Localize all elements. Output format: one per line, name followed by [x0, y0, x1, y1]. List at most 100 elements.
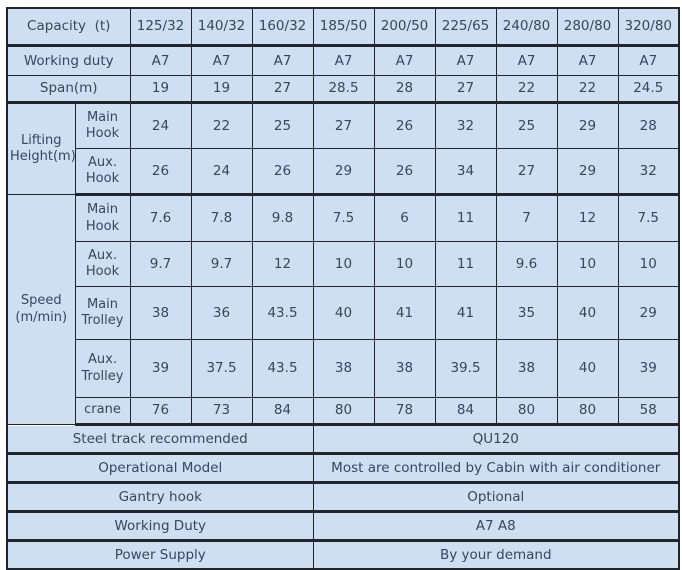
lifting-main-hook-value: 29: [556, 102, 619, 149]
working-duty-value: A7: [617, 45, 680, 76]
lifting-aux-hook-value: 34: [434, 148, 497, 196]
speed-main-hook-value: 12: [556, 194, 619, 242]
steel-track-label: Steel track recommended: [6, 424, 314, 455]
speed-aux-trolley-value: 40: [556, 339, 619, 398]
power-supply-label: Power Supply: [6, 540, 314, 570]
speed-main-trolley-value: 35: [495, 286, 558, 340]
power-supply-value: By your demand: [312, 540, 680, 570]
speed-crane-value: 80: [312, 397, 375, 426]
speed-aux-trolley-value: 38: [373, 339, 436, 398]
operational-model-row: Operational Model Most are controlled by…: [6, 453, 680, 484]
speed-crane-value: 76: [129, 397, 192, 426]
lifting-aux-hook-label: Aux. Hook: [74, 148, 131, 196]
span-value: 28.5: [312, 75, 375, 104]
speed-main-hook-label: Main Hook: [74, 194, 131, 242]
speed-main-hook-value: 7.5: [312, 194, 375, 242]
speed-main-trolley-value: 40: [312, 286, 375, 340]
span-value: 19: [129, 75, 192, 104]
lifting-aux-hook-value: 27: [495, 148, 558, 196]
speed-crane-value: 78: [373, 397, 436, 426]
speed-main-trolley-row: Main Trolley 38 36 43.5 40 41 41 35 40 2…: [7, 286, 680, 340]
speed-main-trolley-value: 40: [556, 286, 619, 340]
speed-crane-value: 80: [495, 397, 558, 426]
working-duty-value: A7: [495, 45, 558, 76]
lifting-aux-hook-value: 26: [129, 148, 192, 196]
operational-model-value: Most are controlled by Cabin with air co…: [312, 453, 680, 484]
speed-main-trolley-value: 38: [129, 286, 192, 340]
working-duty-footer-label: Working Duty: [6, 511, 314, 542]
gantry-hook-row: Gantry hook Optional: [6, 482, 680, 513]
capacity-column-header: 140/32: [190, 7, 253, 47]
speed-aux-hook-value: 11: [434, 241, 497, 287]
speed-main-trolley-value: 41: [434, 286, 497, 340]
working-duty-footer-value: A7 A8: [312, 511, 680, 542]
speed-main-hook-value: 7.6: [129, 194, 192, 242]
speed-aux-hook-value: 9.7: [190, 241, 253, 287]
lifting-main-hook-value: 25: [495, 102, 558, 149]
speed-aux-hook-value: 9.6: [495, 241, 558, 287]
lifting-aux-hook-row: Aux. Hook 26 24 26 29 26 34 27 29 32: [7, 148, 680, 196]
working-duty-value: A7: [556, 45, 619, 76]
working-duty-value: A7: [373, 45, 436, 76]
span-value: 19: [190, 75, 253, 104]
lifting-main-hook-value: 28: [617, 102, 680, 149]
speed-main-hook-value: 7: [495, 194, 558, 242]
power-supply-row: Power Supply By your demand: [6, 540, 680, 570]
capacity-column-header: 125/32: [129, 7, 192, 47]
capacity-column-header: 160/32: [251, 7, 314, 47]
steel-track-row: Steel track recommended QU120: [6, 424, 680, 455]
capacity-column-header: 320/80: [617, 7, 680, 47]
span-value: 27: [434, 75, 497, 104]
working-duty-value: A7: [312, 45, 375, 76]
lifting-main-hook-value: 25: [251, 102, 314, 149]
speed-aux-hook-value: 10: [373, 241, 436, 287]
gantry-hook-value: Optional: [312, 482, 680, 513]
speed-main-hook-value: 11: [434, 194, 497, 242]
lifting-main-hook-row: Lifting Height(m) Main Hook 24 22 25 27 …: [6, 102, 680, 195]
speed-main-hook-value: 9.8: [251, 194, 314, 242]
operational-model-label: Operational Model: [6, 453, 314, 484]
lifting-main-hook-value: 27: [312, 102, 375, 149]
span-value: 22: [495, 75, 558, 104]
capacity-column-header: 200/50: [373, 7, 436, 47]
speed-main-hook-value: 7.5: [617, 194, 680, 242]
span-value: 27: [251, 75, 314, 104]
lifting-main-hook-label: Main Hook: [74, 102, 131, 149]
speed-main-hook-row: Speed (m/min) Main Hook 7.6 7.8 9.8 7.5 …: [6, 194, 680, 425]
speed-crane-value: 84: [434, 397, 497, 426]
speed-main-trolley-value: 43.5: [251, 286, 314, 340]
span-value: 24.5: [617, 75, 680, 104]
speed-crane-label: crane: [74, 397, 131, 426]
capacity-column-header: 240/80: [495, 7, 558, 47]
working-duty-row: Working duty A7 A7 A7 A7 A7 A7 A7 A7 A7: [6, 45, 680, 76]
speed-aux-trolley-value: 39: [617, 339, 680, 398]
speed-aux-trolley-row: Aux. Trolley 39 37.5 43.5 38 38 39.5 38 …: [7, 339, 680, 398]
lifting-aux-hook-value: 26: [251, 148, 314, 196]
speed-crane-value: 80: [556, 397, 619, 426]
speed-main-trolley-value: 36: [190, 286, 253, 340]
speed-main-trolley-value: 29: [617, 286, 680, 340]
speed-aux-trolley-value: 39: [129, 339, 192, 398]
lifting-main-hook-value: 24: [129, 102, 192, 149]
speed-aux-hook-label: Aux. Hook: [74, 241, 131, 287]
working-duty-footer-row: Working Duty A7 A8: [6, 511, 680, 542]
capacity-row: Capacity (t) 125/32 140/32 160/32 185/50…: [6, 7, 680, 47]
span-label: Span(m): [6, 75, 131, 104]
span-row: Span(m) 19 19 27 28.5 28 27 22 22 24.5: [6, 75, 680, 104]
working-duty-value: A7: [129, 45, 192, 76]
crane-specification-table: Capacity (t) 125/32 140/32 160/32 185/50…: [6, 7, 680, 570]
lifting-main-hook-value: 26: [373, 102, 436, 149]
speed-main-hook-value: 6: [373, 194, 436, 242]
working-duty-value: A7: [251, 45, 314, 76]
gantry-hook-label: Gantry hook: [6, 482, 314, 513]
speed-main-trolley-value: 41: [373, 286, 436, 340]
steel-track-value: QU120: [312, 424, 680, 455]
speed-aux-hook-value: 10: [556, 241, 619, 287]
speed-aux-trolley-value: 38: [312, 339, 375, 398]
speed-crane-value: 73: [190, 397, 253, 426]
lifting-aux-hook-value: 24: [190, 148, 253, 196]
speed-crane-value: 84: [251, 397, 314, 426]
speed-main-trolley-label: Main Trolley: [74, 286, 131, 340]
speed-aux-trolley-label: Aux. Trolley: [74, 339, 131, 398]
speed-aux-trolley-value: 43.5: [251, 339, 314, 398]
